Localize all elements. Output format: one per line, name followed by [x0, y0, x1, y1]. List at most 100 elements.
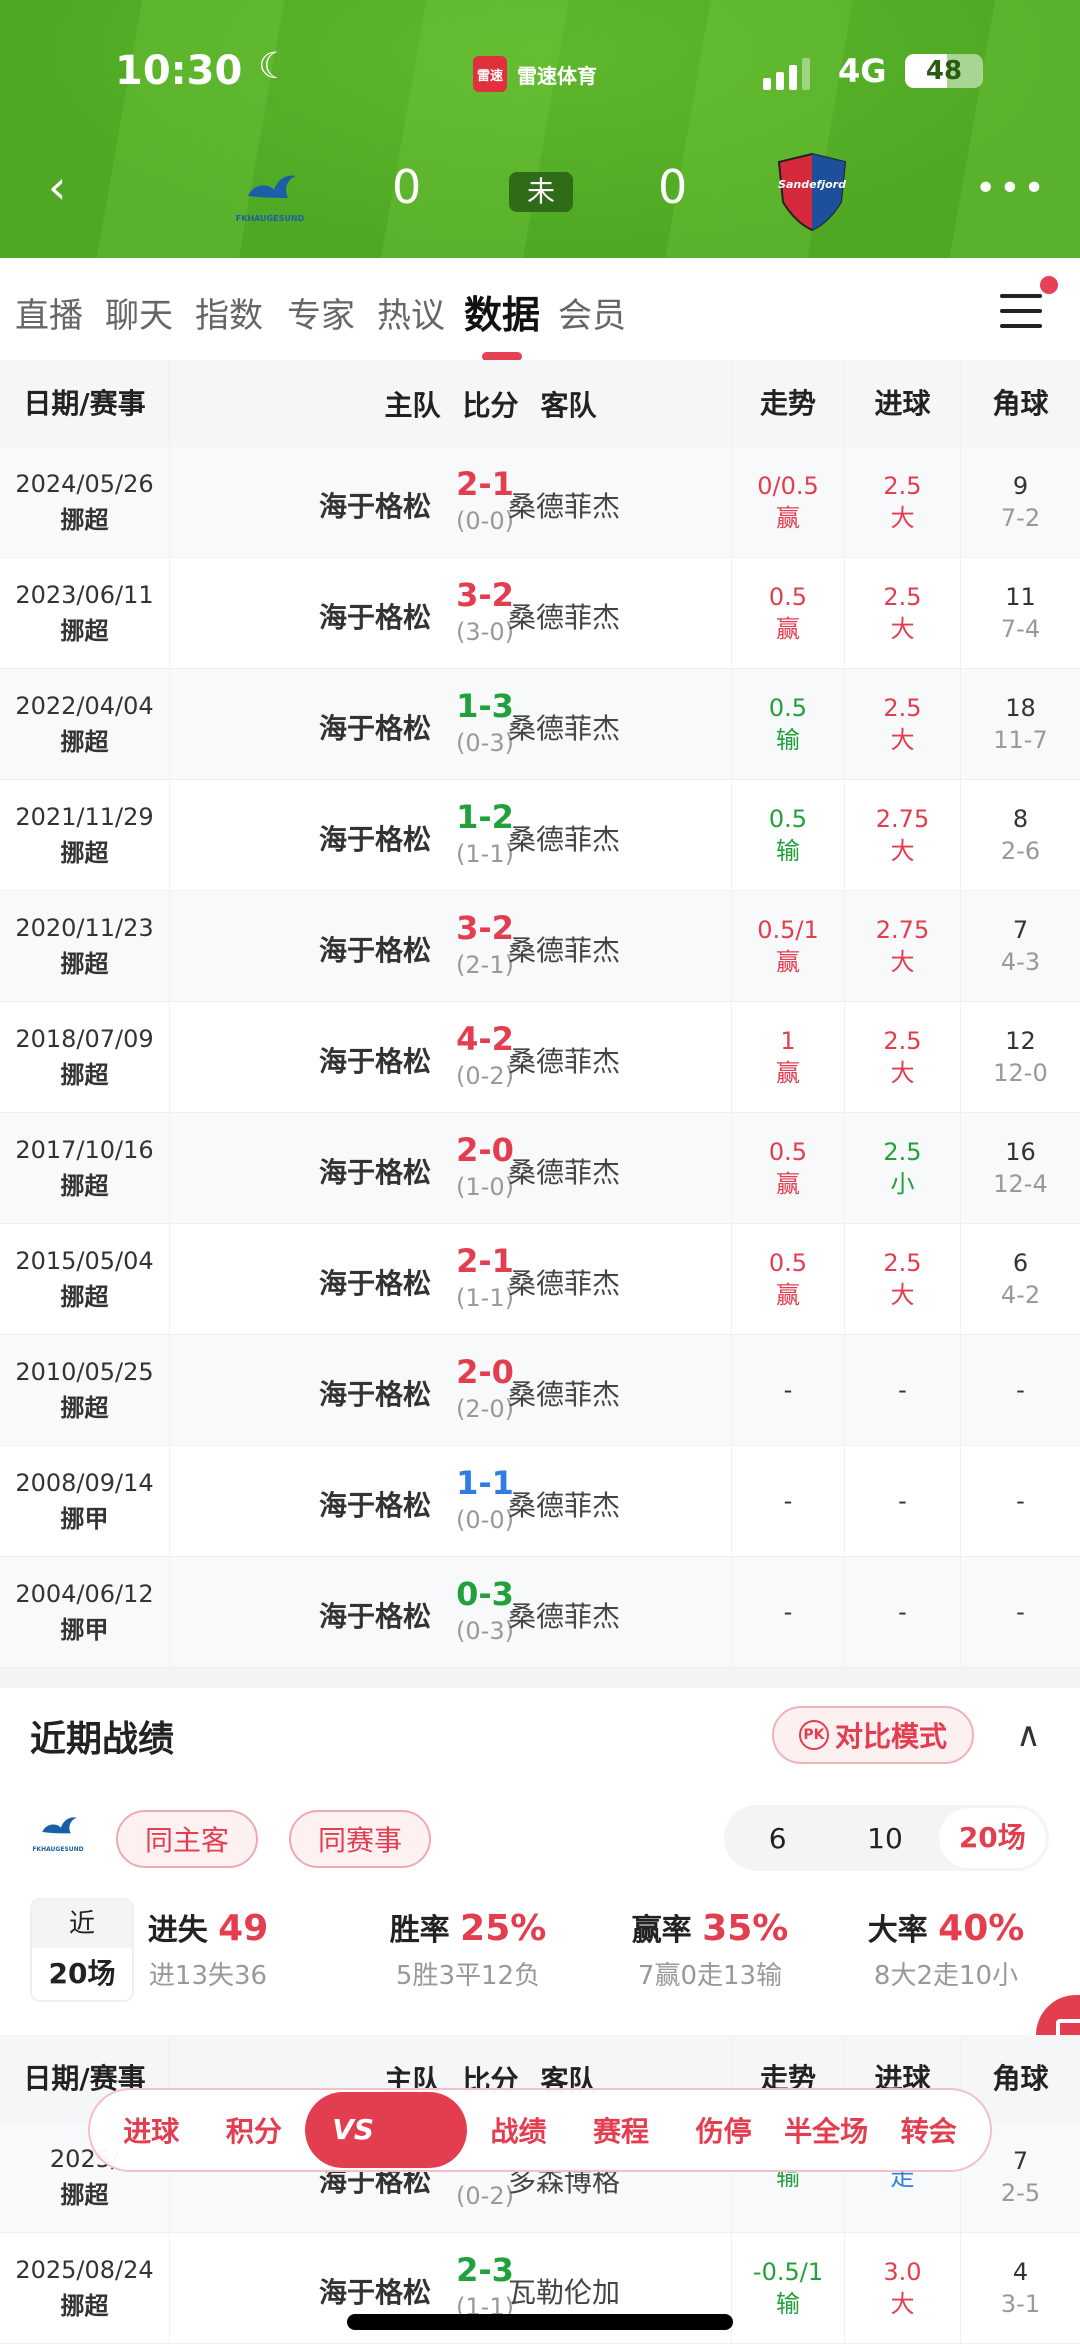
- date-cell: 2008/09/14 挪甲: [0, 1446, 170, 1556]
- full-time-score: 3-2: [456, 909, 514, 947]
- away-team: 桑德菲杰: [508, 1267, 621, 1300]
- filter-same-venue[interactable]: 同主客: [116, 1810, 258, 1868]
- match-cell: 海于格松 2-0 (2-0) 桑德菲杰: [170, 1335, 732, 1445]
- table-row[interactable]: 2020/11/23 挪超 海于格松 3-2 (2-1) 桑德菲杰 0.5/1 赢 2.7…: [0, 891, 1080, 1002]
- app-name: 雷速体育: [517, 63, 597, 88]
- half-time-score: (3-0): [456, 618, 514, 646]
- tab-5[interactable]: 数据: [464, 284, 540, 361]
- col-goals: 进球: [845, 360, 961, 447]
- tab-1[interactable]: 聊天: [105, 296, 173, 336]
- status-time: 10:30: [115, 48, 243, 94]
- table-row[interactable]: 2017/10/16 挪超 海于格松 2-0 (1-0) 桑德菲杰 0.5 赢 2.5 小 …: [0, 1113, 1080, 1224]
- count-10[interactable]: 10: [867, 1821, 903, 1855]
- nav-3[interactable]: 战绩: [490, 2115, 547, 2148]
- full-time-score: 0-3: [456, 1575, 514, 1613]
- corners-cell: 4 3-1: [1000, 2258, 1041, 2318]
- back-button[interactable]: ‹: [48, 160, 67, 214]
- trend-cell: -0.5/1 输: [732, 2233, 845, 2343]
- team-logo: FKHAUGESUND: [28, 1812, 88, 1853]
- count-20[interactable]: 20场: [938, 1808, 1046, 1868]
- stat-0: 进失 49 进13失36: [147, 1908, 269, 1991]
- nav-4[interactable]: 赛程: [593, 2115, 650, 2148]
- full-time-score: 2-0: [456, 1353, 514, 1391]
- away-team: 瓦勒伦加: [508, 2276, 621, 2309]
- corners-cell: 9 7-2: [1000, 472, 1041, 532]
- home-team: 海于格松: [318, 1045, 431, 1078]
- corners-cell: 18 11-7: [993, 694, 1048, 754]
- table-row[interactable]: 2015/05/04 挪超 海于格松 2-1 (1-1) 桑德菲杰 0.5 赢 2.5 大 …: [0, 1224, 1080, 1335]
- match-cell: 海于格松 4-2 (0-2) 桑德菲杰: [170, 1002, 732, 1112]
- goals-cell: 2.5 大: [845, 447, 961, 557]
- table-row[interactable]: 2010/05/25 挪超 海于格松 2-0 (2-0) 桑德菲杰 - - -: [0, 1335, 1080, 1446]
- match-cell: 海于格松 0-3 (0-3) 桑德菲杰: [170, 1557, 732, 1667]
- filter-same-competition[interactable]: 同赛事: [289, 1810, 431, 1868]
- tab-0[interactable]: 直播: [15, 296, 83, 336]
- nav-5[interactable]: 伤停: [695, 2115, 752, 2148]
- battery-level: 48: [925, 56, 963, 86]
- recent-table: 日期/赛事 主队 比分 客队 走势 进球 角球 2025/挪超 海于格松 (0-2) 多…: [0, 2035, 1080, 2344]
- nav-1[interactable]: 积分: [225, 2115, 282, 2148]
- table-row[interactable]: 2021/11/29 挪超 海于格松 1-2 (1-1) 桑德菲杰 0.5 输 2.75 大…: [0, 780, 1080, 891]
- battery-icon: 48: [905, 54, 983, 88]
- tab-2[interactable]: 指数: [195, 296, 263, 336]
- network-type: 4G: [838, 52, 887, 90]
- trend-cell: -: [732, 1446, 845, 1556]
- half-time-score: (0-0): [456, 507, 514, 535]
- menu-icon[interactable]: [1000, 294, 1042, 339]
- home-team-logo[interactable]: FKHAUGESUND: [228, 168, 312, 223]
- table-row[interactable]: 2022/04/04 挪超 海于格松 1-3 (0-3) 桑德菲杰 0.5 输 2.5 大 …: [0, 669, 1080, 780]
- half-time-score: (2-0): [456, 1395, 514, 1423]
- date-cell: 2004/06/12 挪甲: [0, 1557, 170, 1667]
- corners-cell: 12 12-0: [993, 1027, 1048, 1087]
- full-time-score: 3-2: [456, 576, 514, 614]
- table-row[interactable]: 2008/09/14 挪甲 海于格松 1-1 (0-0) 桑德菲杰 - - -: [0, 1446, 1080, 1557]
- half-time-score: (0-2): [456, 2182, 514, 2210]
- home-indicator[interactable]: [347, 2314, 733, 2330]
- date-cell: 2018/07/09 挪超: [0, 1002, 170, 1112]
- away-team: 桑德菲杰: [508, 490, 621, 523]
- trend-cell: 0.5/1 赢: [732, 891, 845, 1001]
- table-row[interactable]: 2004/06/12 挪甲 海于格松 0-3 (0-3) 桑德菲杰 - - -: [0, 1557, 1080, 1668]
- nav-6[interactable]: 半全场: [784, 2115, 869, 2148]
- nav-7[interactable]: 转会: [900, 2115, 957, 2148]
- table-row[interactable]: 2023/06/11 挪超 海于格松 3-2 (3-0) 桑德菲杰 0.5 赢 2.5 大 …: [0, 558, 1080, 669]
- away-team: 桑德菲杰: [508, 934, 621, 967]
- full-time-score: 2-0: [456, 1131, 514, 1169]
- away-team-logo[interactable]: Sandefjord: [775, 152, 849, 236]
- compare-mode-button[interactable]: PK 对比模式: [772, 1706, 974, 1764]
- app-logo: 雷速: [473, 56, 507, 92]
- table-row[interactable]: 2024/05/26 挪超 海于格松 2-1 (0-0) 桑德菲杰 0/0.5 赢 2.5…: [0, 447, 1080, 558]
- home-team: 海于格松: [318, 1267, 431, 1300]
- half-time-score: (1-0): [456, 1173, 514, 1201]
- bottom-section-nav: 进球 积分 VS 交锋 战绩 赛程 伤停 半全场 转会: [88, 2088, 992, 2172]
- trend-cell: 0.5 输: [732, 669, 845, 779]
- match-cell: 海于格松 1-3 (0-3) 桑德菲杰: [170, 669, 732, 779]
- trend-cell: -: [732, 1557, 845, 1667]
- app-indicator: 雷速 雷速体育: [473, 56, 597, 92]
- more-options-button[interactable]: •••: [975, 168, 1048, 209]
- away-team: 桑德菲杰: [508, 823, 621, 856]
- nav-0[interactable]: 进球: [123, 2115, 180, 2148]
- match-cell: 海于格松 3-2 (2-1) 桑德菲杰: [170, 891, 732, 1001]
- chevron-up-icon[interactable]: ∧: [1016, 1715, 1041, 1755]
- recent-range-badge: 近 20场: [32, 1900, 132, 2000]
- match-count-selector: 6 10 20场: [724, 1805, 1049, 1871]
- full-time-score: 4-2: [456, 1020, 514, 1058]
- home-team: 海于格松: [318, 601, 431, 634]
- match-cell: 海于格松 1-1 (0-0) 桑德菲杰: [170, 1446, 732, 1556]
- goals-cell: 2.5 大: [845, 1224, 961, 1334]
- home-team: 海于格松: [318, 1489, 431, 1522]
- nav-2[interactable]: VS 交锋: [305, 2092, 468, 2168]
- match-cell: 海于格松 2-0 (1-0) 桑德菲杰: [170, 1113, 732, 1223]
- stat-2: 赢率 35% 7赢0走13输: [631, 1908, 789, 1991]
- date-cell: 2020/11/23 挪超: [0, 891, 170, 1001]
- tab-4[interactable]: 热议: [377, 296, 445, 336]
- count-6[interactable]: 6: [768, 1821, 787, 1855]
- tab-6[interactable]: 会员: [558, 296, 626, 336]
- goals-cell: 2.5 大: [845, 558, 961, 668]
- tab-bar: 直播 聊天 指数 专家 热议 数据 会员: [0, 258, 1080, 361]
- tab-3[interactable]: 专家: [287, 296, 355, 336]
- date-cell: 2022/04/04 挪超: [0, 669, 170, 779]
- half-time-score: (0-3): [456, 729, 514, 757]
